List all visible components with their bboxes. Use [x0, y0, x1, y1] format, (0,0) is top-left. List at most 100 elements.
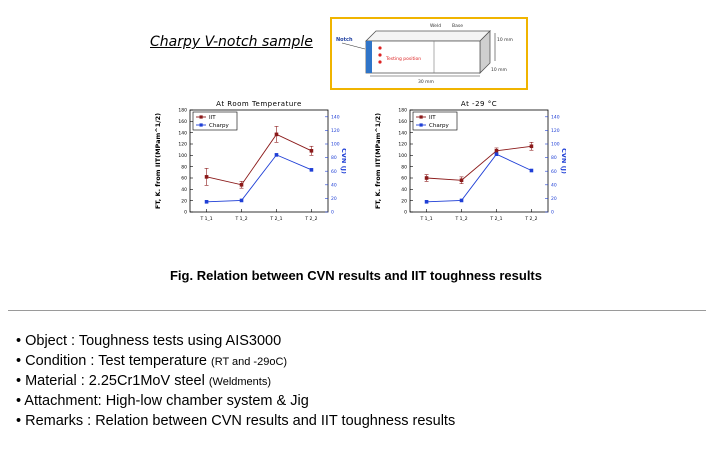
y-tick-label: 180 [398, 108, 407, 114]
y2-tick-label: 20 [551, 196, 557, 202]
bullet-item: • Object : Toughness tests using AIS3000 [16, 332, 455, 352]
y-tick-label: 20 [181, 198, 187, 204]
test-point [378, 46, 382, 50]
y-tick-label: 60 [181, 176, 187, 182]
divider [8, 310, 706, 311]
data-point-iit [529, 144, 534, 149]
x-tick-label: T 1_2 [234, 216, 247, 222]
bullet-item: • Condition : Test temperature (RT and -… [16, 352, 455, 372]
data-point-charpy [424, 200, 429, 204]
legend-box [412, 111, 458, 131]
plot-frame [409, 109, 549, 213]
chart-title: At Room Temperature [216, 100, 302, 108]
data-point-charpy [529, 168, 534, 173]
legend-marker [199, 115, 203, 119]
chart-svg: At Room Temperature 0 20 40 60 80 100 120 140 160… [154, 100, 348, 222]
notch-leader [341, 42, 366, 50]
y2-tick-label: 60 [331, 169, 337, 175]
data-point-iit [459, 178, 464, 183]
y2-tick-label: 40 [551, 182, 557, 188]
y2-tick-label: 60 [551, 169, 557, 175]
series-line-iit [206, 133, 312, 186]
data-point-charpy [459, 198, 464, 203]
legend-label: IIT [209, 115, 216, 121]
y-tick-label: 60 [401, 176, 407, 182]
y-axis-label: FT, K. from IIT(MPam^1/2) [374, 113, 382, 209]
chart-svg: At -29 °C 0 20 40 60 80 100 120 140 160 180 0 20 40 60… [374, 100, 568, 222]
bullet-note: (Weldments) [208, 376, 272, 388]
y-tick-label: 100 [398, 153, 407, 159]
y-tick-label: 40 [181, 187, 187, 193]
legend-label: Charpy [429, 123, 449, 129]
bullet-item: • Material : 2.25Cr1MoV steel (Weldments… [16, 372, 455, 392]
legend-marker [419, 123, 423, 127]
data-point-iit [204, 175, 209, 179]
figure-caption: Fig. Relation between CVN results and II… [169, 268, 542, 283]
y2-tick-label: 80 [331, 155, 337, 161]
y-tick-label: 40 [401, 187, 407, 193]
y2-tick-label: 120 [331, 128, 340, 134]
base-label: Base [452, 23, 463, 29]
y2-tick-label: 80 [551, 155, 557, 161]
x-tick-label: T 2_2 [524, 216, 537, 222]
x-tick-label: T 2_1 [489, 216, 502, 222]
y2-tick-label: 40 [331, 182, 337, 188]
test-point [378, 53, 382, 57]
height-dim-label: 10 mm [497, 37, 513, 43]
data-point-charpy [494, 152, 499, 156]
data-point-iit [274, 132, 279, 137]
y-tick-label: 20 [401, 198, 407, 204]
series-line-iit [426, 145, 532, 181]
plot-frame [189, 109, 329, 213]
y-tick-label: 80 [181, 164, 187, 170]
y-tick-label: 120 [398, 142, 407, 148]
y2-tick-label: 100 [551, 142, 560, 148]
bullet-main: • Material : 2.25Cr1MoV steel [16, 373, 209, 389]
bullet-item: • Attachment: High-low chamber system & … [16, 392, 455, 412]
charpy-sample-diagram: Notch Weld Base Testing position 10 mm 1… [330, 17, 528, 90]
data-point-iit [239, 183, 244, 187]
y-tick-label: 140 [178, 130, 187, 136]
y-axis-label: FT, K. from IIT(MPam^1/2) [154, 113, 162, 209]
block-top [365, 30, 491, 42]
bullet-main: • Object : Toughness tests using AIS3000 [16, 333, 282, 349]
bullet-list: • Object : Toughness tests using AIS3000… [16, 332, 455, 432]
x-tick-label: T 1_1 [199, 216, 212, 222]
data-point-charpy [239, 198, 244, 203]
y-tick-label: 120 [178, 142, 187, 148]
data-point-charpy [204, 200, 209, 204]
bullet-note: (RT and -29oC) [211, 356, 288, 368]
data-point-iit [494, 149, 499, 153]
data-point-iit [424, 176, 429, 180]
legend-box [192, 111, 238, 131]
y-tick-label: 0 [184, 210, 187, 216]
width-dim-label: 10 mm [491, 67, 507, 73]
legend-label: Charpy [209, 123, 229, 129]
x-tick-label: T 1_1 [419, 216, 432, 222]
series-line-charpy [426, 153, 532, 203]
y-tick-label: 140 [398, 130, 407, 136]
y-tick-label: 100 [178, 153, 187, 159]
y2-tick-label: 140 [331, 114, 340, 120]
legend-label: IIT [429, 115, 436, 121]
y-tick-label: 160 [178, 119, 187, 125]
sample-sketch: Notch Weld Base Testing position 10 mm 1… [336, 23, 513, 85]
y-tick-label: 160 [398, 119, 407, 125]
test-point [378, 60, 382, 64]
data-point-charpy [274, 153, 279, 157]
y2-tick-label: 140 [551, 114, 560, 120]
legend-marker [419, 115, 423, 119]
y2-tick-label: 100 [331, 142, 340, 148]
legend-marker [199, 123, 203, 127]
x-tick-label: T 2_1 [269, 216, 282, 222]
weld-label: Weld [430, 23, 441, 29]
block-front [365, 40, 481, 74]
y2-axis-label: CVN (J) [560, 148, 566, 174]
series-line-charpy [206, 154, 312, 203]
chart-title: At -29 °C [461, 100, 497, 108]
y-tick-label: 180 [178, 108, 187, 114]
sample-title: Charpy V-notch sample [150, 34, 313, 50]
y2-axis-label: CVN (J) [340, 148, 346, 174]
y-tick-label: 0 [404, 210, 407, 216]
y2-tick-label: 20 [331, 196, 337, 202]
